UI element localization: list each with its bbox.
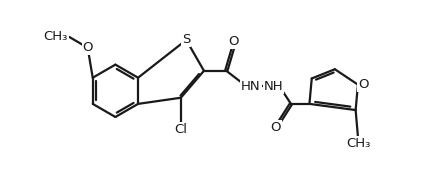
Text: NH: NH [263, 80, 283, 93]
Text: O: O [229, 35, 239, 48]
Text: CH₃: CH₃ [346, 137, 370, 150]
Text: HN: HN [241, 80, 261, 93]
Text: S: S [182, 33, 191, 46]
Text: O: O [82, 41, 93, 54]
Text: CH₃: CH₃ [43, 30, 68, 43]
Text: O: O [358, 78, 368, 91]
Text: O: O [270, 121, 281, 134]
Text: Cl: Cl [174, 123, 187, 136]
